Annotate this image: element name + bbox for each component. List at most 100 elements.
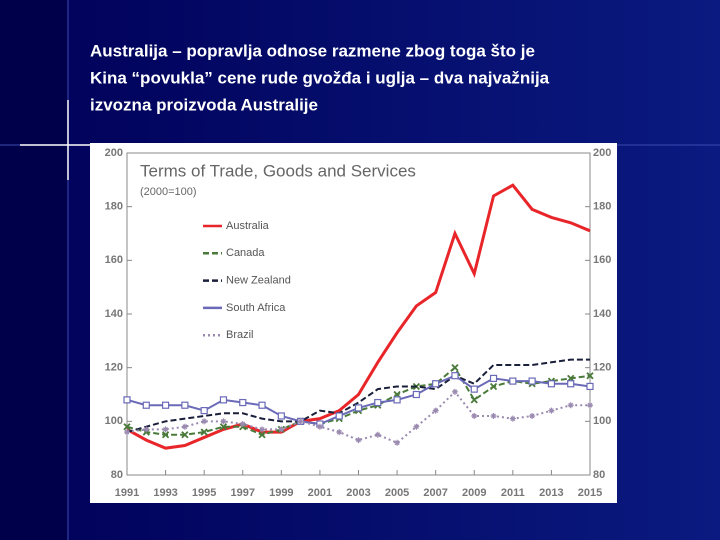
x-tick-label: 1991	[115, 487, 139, 499]
marker	[509, 415, 516, 422]
y2-tick-label: 180	[593, 201, 611, 213]
marker	[123, 396, 131, 404]
marker	[181, 431, 189, 439]
marker	[335, 412, 343, 420]
marker	[123, 423, 131, 431]
marker	[239, 398, 247, 407]
chart-panel	[90, 143, 617, 503]
marker	[451, 388, 458, 395]
marker	[181, 423, 188, 430]
marker	[219, 396, 228, 404]
marker	[161, 431, 170, 439]
marker	[143, 426, 150, 433]
x-tick-label: 1997	[231, 487, 255, 499]
marker	[220, 418, 227, 425]
marker	[297, 418, 304, 425]
marker	[181, 401, 189, 409]
y-tick-label: 80	[111, 469, 123, 481]
marker	[489, 374, 498, 382]
marker	[162, 426, 169, 433]
marker	[394, 439, 401, 446]
marker	[278, 426, 285, 433]
x-tick-label: 2001	[308, 487, 332, 499]
x-tick-label: 2003	[346, 487, 370, 499]
y-tick-label: 160	[105, 254, 123, 266]
y2-tick-label: 80	[593, 469, 605, 481]
marker	[239, 421, 246, 428]
marker	[567, 402, 574, 409]
slide-title-line: izvozna proizvoda Australije	[90, 95, 318, 114]
x-tick-label: 2007	[423, 487, 447, 499]
marker	[219, 423, 228, 431]
marker	[258, 431, 266, 439]
marker	[161, 401, 170, 409]
x-tick-label: 2009	[462, 487, 486, 499]
marker	[432, 380, 440, 388]
marker	[277, 412, 285, 420]
slide-title-line: Australija – popravlja odnose razmene zb…	[90, 41, 535, 60]
marker	[490, 412, 497, 419]
marker	[374, 431, 381, 438]
marker	[509, 377, 517, 385]
legend-label: Australia	[226, 220, 270, 232]
series-line	[126, 183, 591, 450]
marker	[124, 429, 130, 436]
marker	[432, 407, 439, 414]
y2-tick-label: 140	[593, 308, 611, 320]
x-tick-label: 2005	[385, 487, 409, 499]
marker	[413, 423, 420, 430]
y-tick-label: 140	[105, 308, 123, 320]
marker	[200, 428, 208, 436]
marker	[200, 407, 208, 415]
x-tick-label: 1999	[269, 487, 293, 499]
y-tick-label: 100	[105, 415, 123, 427]
x-tick-label: 2015	[578, 487, 602, 499]
marker	[316, 423, 323, 430]
y2-tick-label: 200	[593, 147, 611, 159]
y2-tick-label: 160	[593, 254, 611, 266]
marker	[374, 398, 382, 407]
marker	[528, 377, 536, 385]
marker	[142, 401, 150, 409]
marker	[336, 429, 343, 436]
y-tick-label: 120	[105, 362, 123, 374]
legend-label: Canada	[226, 247, 265, 259]
marker	[451, 372, 459, 380]
marker	[547, 380, 556, 388]
x-tick-label: 1995	[192, 487, 216, 499]
x-tick-label: 2011	[501, 487, 525, 499]
chart-subtitle: (2000=100)	[140, 186, 197, 198]
slide-title-line: Kina “povukla” cene rude gvožđa i uglja …	[90, 68, 550, 87]
chart-title: Terms of Trade, Goods and Services	[140, 161, 416, 180]
marker	[412, 390, 420, 399]
marker	[548, 407, 555, 414]
marker	[355, 437, 362, 444]
marker	[393, 396, 401, 404]
marker	[489, 382, 498, 391]
marker	[470, 396, 478, 404]
marker	[529, 412, 536, 419]
legend-label: New Zealand	[226, 275, 291, 287]
y-tick-label: 180	[105, 201, 123, 213]
side-band	[0, 0, 68, 540]
chart: 80 100 120 140 160 180 200 80 100 120 140 160 180 200…	[105, 147, 612, 499]
y2-tick-label: 120	[593, 362, 611, 374]
slide-title: Australija – popravlja odnose razmene zb…	[90, 41, 550, 114]
x-tick-label: 2013	[539, 487, 563, 499]
marker	[201, 418, 208, 425]
marker	[451, 364, 459, 372]
marker	[586, 372, 594, 380]
marker	[586, 382, 594, 391]
marker	[471, 412, 478, 419]
y2-tick-label: 100	[593, 415, 611, 427]
marker	[259, 426, 266, 433]
marker	[470, 385, 478, 393]
marker	[567, 380, 575, 388]
marker	[258, 401, 266, 409]
marker	[587, 402, 593, 409]
marker	[354, 404, 363, 412]
x-tick-label: 1993	[153, 487, 177, 499]
legend-label: South Africa	[226, 302, 286, 314]
y-tick-label: 200	[105, 147, 123, 159]
